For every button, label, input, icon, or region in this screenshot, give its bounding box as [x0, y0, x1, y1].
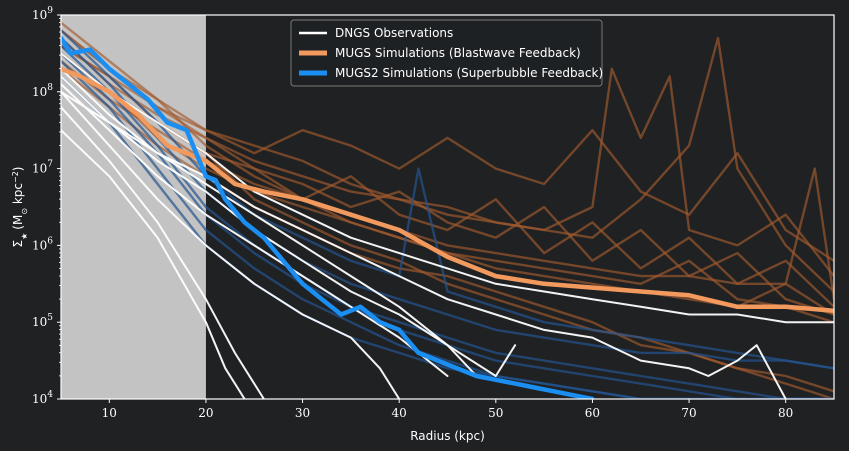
legend-box — [290, 19, 603, 87]
x-tick-label-1: 20 — [198, 406, 213, 420]
legend-label-2: MUGS2 Simulations (Superbubble Feedback) — [335, 66, 603, 80]
y-tick-exponent: 9 — [47, 6, 53, 16]
x-tick-label-4: 50 — [488, 406, 503, 420]
y-tick-mantissa: 10 — [32, 8, 47, 22]
y-tick-mantissa: 10 — [32, 392, 47, 406]
y-tick-exponent: 5 — [47, 313, 53, 323]
dngs-line-20 — [61, 106, 265, 399]
mugs-faint-line-7 — [61, 67, 834, 399]
y-label-unit: (M — [11, 215, 25, 230]
mugs2-faint-line-11 — [61, 59, 834, 399]
x-tick-label-7: 80 — [778, 406, 793, 420]
y-tick-exponent: 7 — [47, 160, 53, 170]
y-tick-mantissa: 10 — [32, 162, 47, 176]
dngs-line-22 — [61, 67, 478, 377]
legend-label-0: DNGS Observations — [335, 26, 453, 40]
y-tick-mantissa: 10 — [32, 238, 47, 252]
y-tick-exponent: 6 — [47, 236, 53, 246]
plot-area — [61, 15, 834, 399]
y-tick-exponent: 8 — [47, 83, 53, 93]
y-tick-label-2: 106 — [32, 236, 53, 252]
x-tick-label-5: 60 — [585, 406, 600, 420]
mugs2-main-line-25 — [61, 35, 595, 399]
dngs-line-23 — [61, 83, 449, 377]
dngs-line-19 — [61, 90, 401, 399]
y-axis-label: Σ★ (M⊙ kpc−2) — [11, 167, 29, 248]
dngs-line-18 — [61, 75, 517, 377]
y-label-base: Σ — [11, 240, 25, 248]
mugs-faint-line-0 — [61, 44, 834, 262]
dngs-line-16 — [61, 90, 787, 399]
x-tick-label-6: 70 — [681, 406, 696, 420]
y-label-close: ) — [11, 167, 25, 172]
y-tick-label-1: 105 — [32, 313, 53, 329]
x-tick-label-3: 40 — [392, 406, 407, 420]
plot-frame — [60, 14, 835, 400]
dngs-line-21 — [61, 129, 246, 399]
mugs2-faint-line-12 — [61, 29, 834, 370]
mugs2-faint-line-13 — [61, 75, 834, 399]
y-tick-mantissa: 10 — [32, 315, 47, 329]
mugs2-faint-line-10 — [61, 44, 834, 399]
x-tick-label-2: 30 — [295, 406, 310, 420]
mugs-faint-line-4 — [61, 21, 834, 293]
mugs-main-line-24 — [61, 66, 834, 313]
y-tick-mantissa: 10 — [32, 85, 47, 99]
y-tick-label-5: 109 — [32, 6, 53, 22]
y-tick-label-3: 107 — [32, 160, 53, 176]
legend-label-1: MUGS Simulations (Blastwave Feedback) — [335, 46, 581, 60]
y-label-sub: ★ — [20, 233, 29, 240]
y-label-exp: −2 — [11, 171, 20, 183]
legend: DNGS Observations MUGS Simulations (Blast… — [290, 19, 603, 87]
y-label-unit-rest: kpc — [11, 183, 25, 208]
x-axis-label: Radius (kpc) — [410, 429, 485, 443]
y-tick-label-4: 108 — [32, 83, 53, 99]
y-tick-exponent: 4 — [47, 390, 53, 400]
y-tick-label-0: 104 — [32, 390, 53, 406]
x-axis-ticks: 10 20 30 40 50 60 70 80 — [102, 399, 793, 420]
x-tick-label-0: 10 — [102, 406, 117, 420]
y-label-sun: ⊙ — [20, 208, 29, 215]
